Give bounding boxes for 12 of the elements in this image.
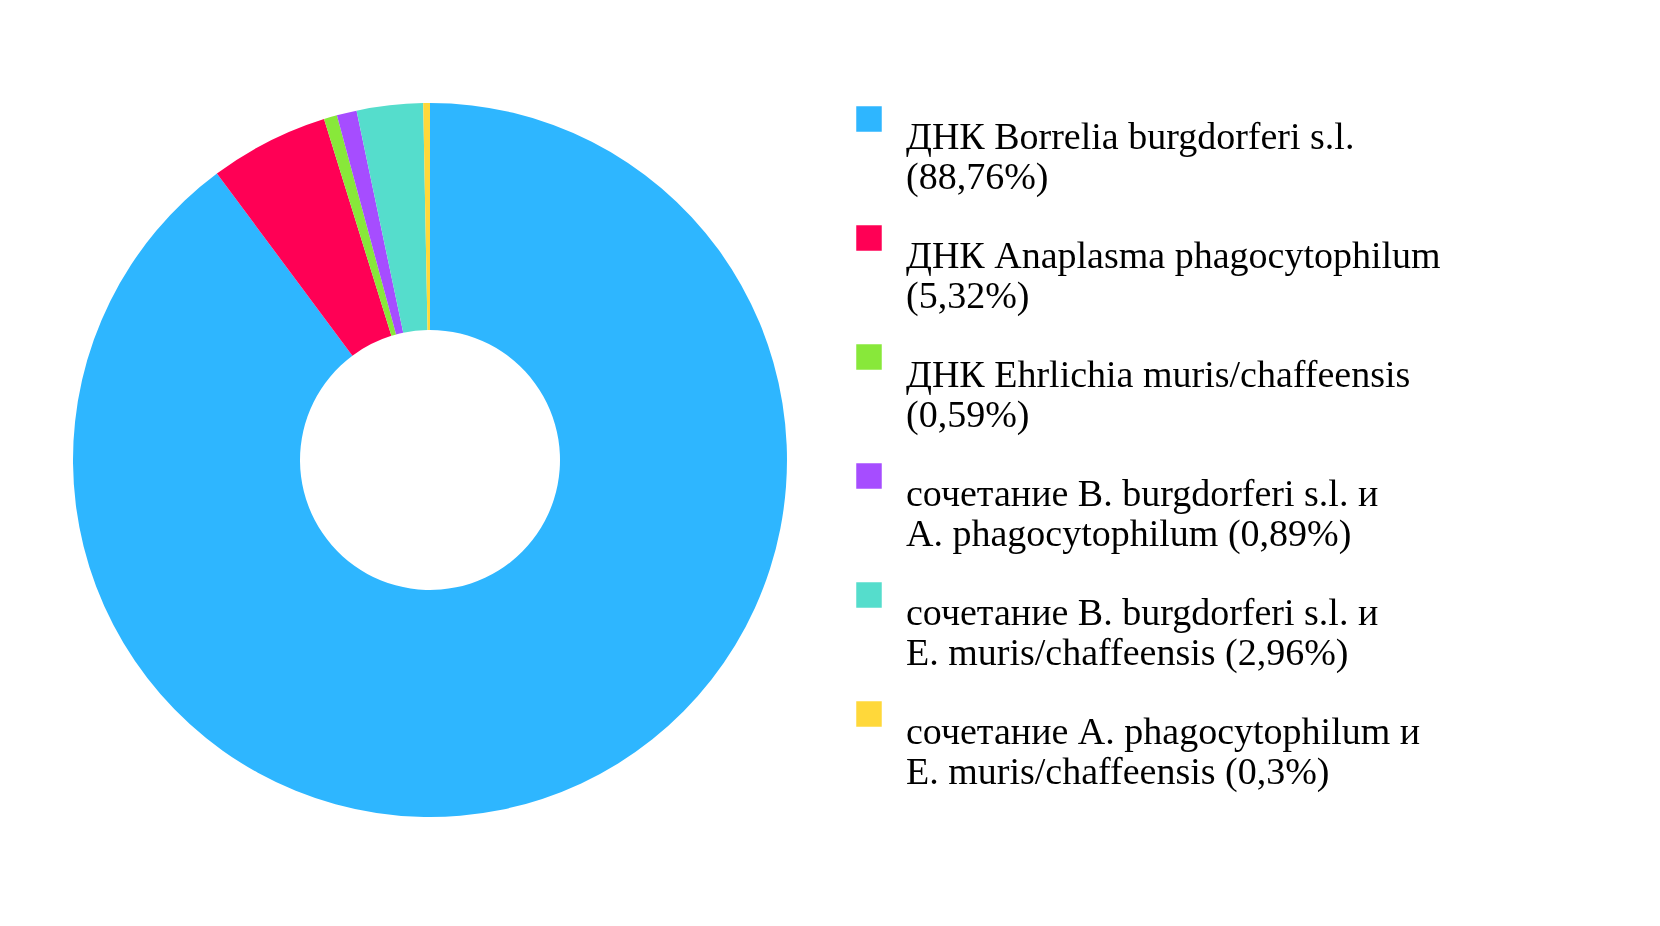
donut-slice: [356, 103, 428, 333]
donut-slice: [336, 110, 404, 335]
donut-slice: [324, 115, 397, 336]
donut-slice: [73, 103, 787, 817]
legend-label: сочетание B. burgdorferi s.l. и E. muris/chaffeensis (2,96%): [906, 591, 1379, 674]
legend-label: сочетание A. phagocytophilum и E. muris/chaffeensis (0,3%): [906, 710, 1421, 793]
donut-slice: [216, 119, 392, 356]
legend-label: ДНК Borrelia burgdorferi s.l. (88,76%): [906, 115, 1355, 198]
legend-label: ДНК Anaplasma phagocytophilum (5,32%): [906, 234, 1441, 317]
donut-slice: [423, 103, 430, 331]
legend-label: сочетание B. burgdorferi s.l. и A. phagocytophilum (0,89%): [906, 472, 1379, 555]
legend-label: ДНК Ehrlichia muris/chaffeensis (0,59%): [906, 353, 1411, 436]
